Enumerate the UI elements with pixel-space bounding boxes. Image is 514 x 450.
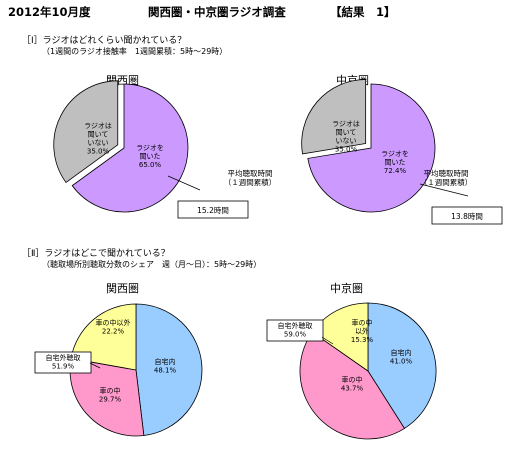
section1-subtitle: （1週間のラジオ接触率 1週間累積：5時〜29時） <box>42 47 228 56</box>
pie-slice <box>307 83 436 213</box>
leader-line <box>419 183 469 197</box>
avg-time-value: 15.2時間 <box>197 206 229 215</box>
slice-label: ラジオは聞いていない 35.0% <box>84 122 112 156</box>
slice-label: ラジオを聞いた 65.0% <box>136 144 164 169</box>
outside-home-label-box <box>266 319 324 342</box>
outside-home-label-box <box>34 351 92 374</box>
leader-line <box>321 336 334 345</box>
report-title: 関西圏・中京圏ラジオ調査 <box>148 5 286 19</box>
slice-label: 自宅内 41.0% <box>390 348 413 366</box>
slice-label: 車の中 43.7% <box>341 375 364 393</box>
pie-slice <box>71 83 189 213</box>
section1-title: ［Ⅰ］ラジオはどれくらい聞かれている？ <box>22 36 187 46</box>
outside-home-label: 自宅外聴取 51.9% <box>46 353 81 371</box>
avg-time-box <box>177 200 249 219</box>
avg-time-label: 平均聴取時間（１週間累積） <box>224 168 277 187</box>
leader-line <box>89 362 101 369</box>
slice-label: 車の中以外 22.2% <box>96 318 131 336</box>
pie-slice <box>299 331 405 440</box>
pie-chart-1: 15.2時間 <box>53 80 249 219</box>
leader-line <box>167 175 201 191</box>
section2-title: ［Ⅱ］ラジオはどこで聞かれている？ <box>22 249 170 259</box>
pie-chart-3 <box>34 303 203 437</box>
avg-time-label: 平均聴取時間（１週間累積） <box>420 168 473 187</box>
report-result-label: 【結果 1】 <box>330 5 396 19</box>
section2-subtitle: （聴取場所別聴取分数のシェア 週（月〜日）：5時〜29時） <box>42 260 262 269</box>
pie-slice <box>53 80 119 183</box>
avg-time-value: 13.8時間 <box>451 212 483 221</box>
slice-label: ラジオを聞いた 72.4% <box>381 150 409 175</box>
report-date: 2012年10月度 <box>8 5 91 19</box>
pie-slice <box>135 303 203 436</box>
slice-label: 車の中 29.7% <box>99 386 122 404</box>
chart4-region-title: 中京圏 <box>330 282 363 295</box>
pie-chart-4 <box>266 302 437 440</box>
slice-label: 自宅内 48.1% <box>154 357 177 375</box>
avg-time-box <box>431 206 503 225</box>
slice-label: 車の中以外 15.3% <box>351 318 374 344</box>
chart3-region-title: 関西圏 <box>106 282 139 295</box>
slice-label: ラジオは聞いていない 35.0% <box>332 120 360 154</box>
outside-home-label: 自宅外聴取 59.0% <box>278 321 313 339</box>
pie-chart-2: 13.8時間 <box>301 79 503 225</box>
pie-slice <box>301 79 367 155</box>
